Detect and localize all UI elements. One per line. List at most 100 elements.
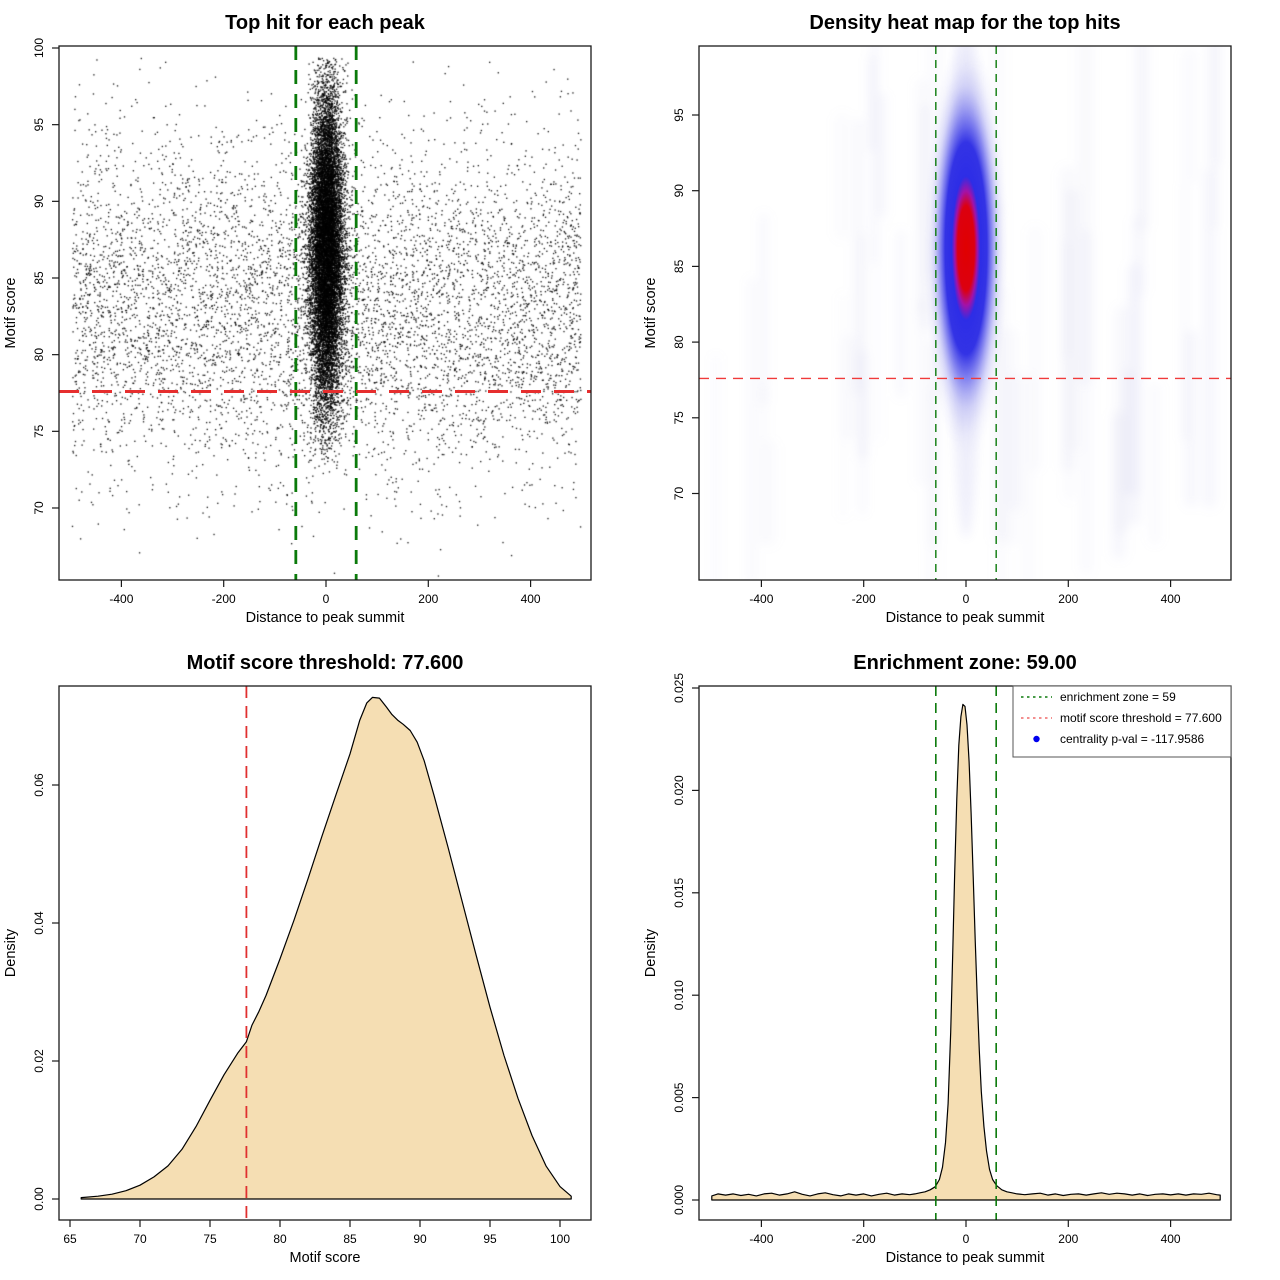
plot-box [58,45,592,581]
scatter-top-hits-plot: -400 -200 0 200 400 70 75 80 85 90 95 100 Distance t… [3,12,592,626]
y-tick-label: 90 [672,184,686,198]
x-tick-label: 200 [1058,1232,1078,1246]
density-curve-group [711,703,1221,1201]
panel-title: Density heat map for the top hits [809,12,1120,34]
streak [1028,226,1042,471]
x-tick-label: 80 [273,1232,287,1246]
x-axis-title: Motif score [290,1250,361,1266]
density-curve-group [80,696,572,1200]
y-tick-label: 0.010 [672,980,686,1010]
legend-item-label: enrichment zone = 59 [1060,690,1176,704]
x-tick-label: 0 [963,1232,970,1246]
plot-box [698,685,1232,1221]
streak [842,335,857,441]
y-axis-title: Motif score [643,278,659,349]
x-tick-label: 65 [63,1232,77,1246]
x-tick-label: 400 [1161,592,1181,606]
y-tick-label: 85 [672,259,686,273]
x-tick-label: -400 [749,1232,773,1246]
streak [873,264,881,442]
y-tick-label: 90 [32,194,46,208]
x-tick-label: -200 [212,592,236,606]
streak [1184,329,1198,507]
y-tick-label: 95 [32,118,46,132]
x-tick-label: -200 [852,1232,876,1246]
panel-distance-density: -400 -200 0 200 400 0.000 0.005 0.010 0.015 0.020… [640,640,1280,1280]
x-tick-label: 85 [343,1232,357,1246]
x-tick-label: -200 [852,592,876,606]
streak [1149,381,1161,545]
streak [1111,410,1126,560]
distance-density-plot: -400 -200 0 200 400 0.000 0.005 0.010 0.015 0.020… [643,652,1232,1266]
x-tick-label: 200 [1058,592,1078,606]
y-tick-label: 0.005 [672,1082,686,1112]
x-tick-label: 0 [323,592,330,606]
x-tick-label: 0 [963,592,970,606]
scatter-points-canvas [59,46,591,580]
y-tick-label: 0.025 [672,673,686,703]
panel-title: Top hit for each peak [225,12,426,34]
streak [1063,240,1072,358]
legend-item-label: motif score threshold = 77.600 [1060,711,1222,725]
motif-score-density-plot: 65 70 75 80 85 90 95 100 0.00 0.02 0.04 0.06 Motif s… [3,652,592,1266]
legend-item-label: centrality p-val = -117.9586 [1060,732,1205,746]
y-tick-label: 70 [672,487,686,501]
streak [870,46,879,266]
heatmap-content [713,46,1222,580]
streak [713,354,719,580]
x-tick-label: 100 [550,1232,570,1246]
plot-box [698,45,1232,581]
y-axis-title: Density [3,928,19,977]
streak [915,300,927,486]
legend-symbol-dot [1033,735,1040,743]
y-tick-label: 0.06 [32,773,46,797]
panel-title: Motif score threshold: 77.600 [187,652,464,674]
y-tick-label: 0.020 [672,775,686,805]
streak [1202,167,1217,508]
plot-box [58,685,592,1221]
streak [748,278,757,580]
density-blob [924,46,1008,461]
x-tick-label: -400 [109,592,133,606]
streak [1126,263,1142,525]
axes: -400 -200 0 200 400 0.000 0.005 0.010 0.015 0.020… [643,652,1232,1266]
density-area [80,696,572,1200]
y-tick-label: 0.00 [32,1187,46,1211]
x-tick-label: 75 [203,1232,217,1246]
panel-density-heatmap: -400 -200 0 200 400 70 75 80 85 90 95 Distance to p… [640,0,1280,640]
y-axis-title: Density [643,928,659,977]
axes: -400 -200 0 200 400 70 75 80 85 90 95 100 Distance t… [3,12,592,626]
x-tick-label: 70 [133,1232,147,1246]
x-tick-label: 400 [521,592,541,606]
streak [896,230,906,398]
density-heatmap-plot: -400 -200 0 200 400 70 75 80 85 90 95 Distance to p… [643,12,1232,626]
streak [760,384,767,545]
y-tick-label: 0.02 [32,1049,46,1073]
x-tick-label: 400 [1161,1232,1181,1246]
axes: -400 -200 0 200 400 70 75 80 85 90 95 Distance to p… [643,12,1232,626]
streak [834,112,850,240]
panel-title: Enrichment zone: 59.00 [853,652,1076,674]
streak [877,93,887,218]
panel-scatter-top-hits: -400 -200 0 200 400 70 75 80 85 90 95 100 Distance t… [0,0,640,640]
y-tick-label: 0.04 [32,911,46,935]
y-tick-label: 0.015 [672,877,686,907]
x-tick-label: -400 [749,592,773,606]
y-tick-label: 95 [672,108,686,122]
panel-motif-score-density: 65 70 75 80 85 90 95 100 0.00 0.02 0.04 0.06 Motif s… [0,640,640,1280]
y-tick-label: 75 [672,411,686,425]
x-axis-title: Distance to peak summit [886,1250,1045,1266]
x-axis-title: Distance to peak summit [886,610,1045,626]
streak [1136,46,1147,295]
guide-lines [699,46,1231,580]
axes: 65 70 75 80 85 90 95 100 0.00 0.02 0.04 0.06 Motif s… [3,652,592,1266]
x-tick-label: 200 [418,592,438,606]
y-tick-label: 100 [32,38,46,58]
streak [759,213,768,406]
guide-lines [935,686,997,1220]
legend-box [1012,685,1232,758]
y-axis-title: Motif score [3,278,19,349]
y-tick-label: 85 [32,271,46,285]
guide-lines [59,46,591,580]
